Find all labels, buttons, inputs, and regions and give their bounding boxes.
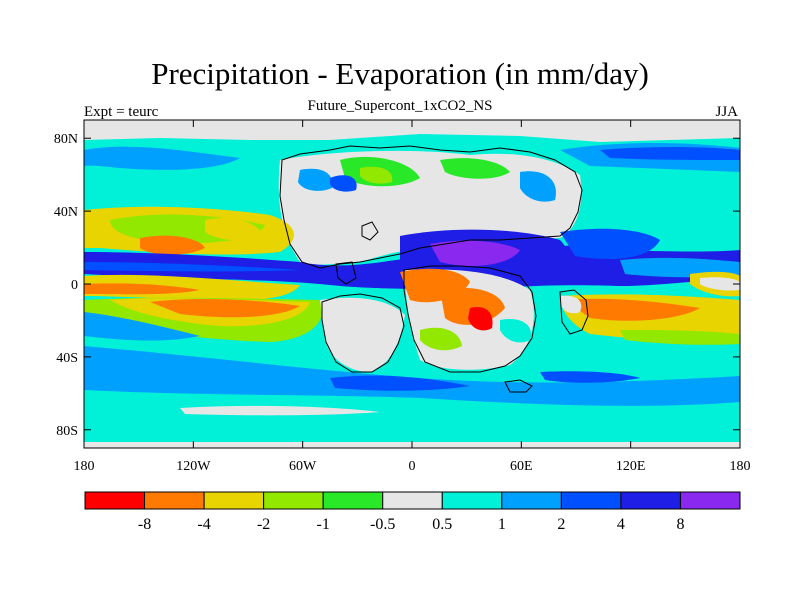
- coastline-island-east: [559, 289, 589, 335]
- colorbar-swatch: [679, 491, 741, 510]
- coastline-south-island: [504, 379, 533, 393]
- colorbar-swatch: [560, 491, 622, 510]
- coastline-south-america: [321, 293, 405, 373]
- lat-tick-label: 80S: [56, 424, 78, 439]
- field-southern-westerlies: [84, 346, 740, 406]
- field-monsoon-core: [430, 240, 520, 266]
- coastlines: [279, 145, 589, 393]
- field-south-america-land: [320, 297, 405, 372]
- lat-tick-label: 80N: [54, 132, 78, 147]
- colorbar-swatch: [203, 491, 265, 510]
- experiment-label: Expt = teurc: [84, 104, 159, 120]
- field-sio-green: [620, 330, 740, 345]
- colorbar-label: -8: [138, 516, 151, 533]
- field-southern-grey-streak: [180, 405, 380, 416]
- colorbar: -8 -4 -2 -1 -0.5 0.5 1 2 4 8: [84, 491, 741, 533]
- colorbar-label: 8: [676, 516, 684, 533]
- coastline-north: [279, 145, 583, 269]
- colorbar-swatch: [84, 491, 146, 510]
- lon-tick-label: 60E: [510, 459, 533, 474]
- colorbar-label: -4: [197, 516, 210, 533]
- field-sp-blue: [84, 312, 200, 341]
- field-south-green: [420, 327, 462, 351]
- colorbar-swatch: [382, 491, 443, 510]
- field-north-blue-patch: [298, 168, 333, 191]
- field-north-pacific-blue: [84, 146, 240, 170]
- colorbar-swatch: [620, 491, 681, 510]
- latitude-axis: 80N 40N 0 40S 80S: [54, 132, 740, 439]
- contour-field: [84, 120, 740, 448]
- field-north-east-deep: [600, 147, 740, 160]
- colorbar-label: 1: [498, 516, 506, 533]
- longitude-axis: 180 120W 60W 0 60E 120E 180: [74, 120, 751, 474]
- field-north-deep-patch: [330, 175, 357, 192]
- chart-title: Precipitation - Evaporation (in mm/day): [151, 56, 649, 91]
- colorbar-swatch: [263, 491, 324, 510]
- lon-tick-label: 180: [74, 459, 95, 474]
- colorbar-label: 2: [557, 516, 565, 533]
- chart-subtitle: Future_Supercont_1xCO2_NS: [307, 98, 493, 114]
- colorbar-label: 4: [617, 516, 625, 533]
- lat-tick-label: 0: [71, 278, 78, 293]
- field-south-cyan: [500, 318, 531, 343]
- lat-tick-label: 40S: [56, 351, 78, 366]
- field-sp-orange: [150, 299, 300, 318]
- field-pacific-warm-pool: [560, 228, 660, 259]
- coastline-isthmus: [335, 261, 357, 285]
- field-np-orange: [140, 235, 205, 255]
- field-southern-deep: [330, 375, 470, 391]
- field-north-east-patch: [520, 171, 556, 202]
- season-label: JJA: [715, 104, 738, 120]
- field-south-indian-deep: [540, 371, 640, 383]
- field-east-edge-grey: [700, 277, 740, 291]
- lon-tick-label: 60W: [289, 459, 317, 474]
- lon-tick-label: 180: [730, 459, 751, 474]
- lon-tick-label: 120E: [616, 459, 646, 474]
- field-np-yellow-2: [205, 217, 262, 241]
- colorbar-label: -1: [317, 516, 330, 533]
- colorbar-swatch: [144, 491, 205, 510]
- field-africa-red: [468, 306, 493, 331]
- lat-tick-label: 40N: [54, 205, 78, 220]
- lon-tick-label: 0: [409, 459, 416, 474]
- field-itcz-band: [84, 245, 740, 290]
- colorbar-label: -0.5: [370, 516, 395, 533]
- coastline-north-island: [361, 221, 379, 241]
- field-sio-grey: [560, 295, 582, 314]
- field-ep-orange: [84, 283, 200, 295]
- field-arctic-neutral: [84, 120, 740, 142]
- field-north-green-2: [440, 158, 510, 179]
- field-southern-cyan-strip: [84, 396, 740, 419]
- field-itcz-inner: [84, 262, 300, 272]
- lon-tick-label: 120W: [176, 459, 211, 474]
- coastline-southern-continent: [403, 265, 537, 373]
- colorbar-swatch: [501, 491, 562, 510]
- colorbar-label: 0.5: [432, 516, 452, 533]
- field-sio-orange: [565, 298, 700, 321]
- colorbar-swatch: [322, 491, 384, 510]
- field-north-yellowgreen: [360, 166, 393, 184]
- colorbar-label: -2: [257, 516, 270, 533]
- colorbar-swatch: [441, 491, 503, 510]
